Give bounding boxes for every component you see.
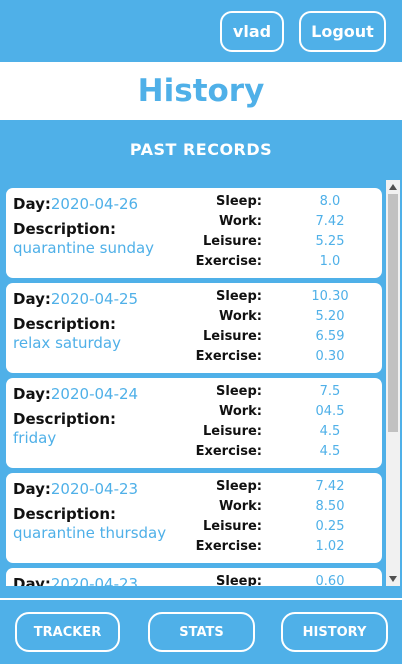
description-value: quarantine sunday xyxy=(13,239,155,257)
records-scrollbar[interactable] xyxy=(386,180,400,586)
leisure-label: Leisure: xyxy=(203,329,262,344)
logout-button[interactable]: Logout xyxy=(299,11,386,52)
sleep-value: 7.42 xyxy=(315,479,345,494)
description-value: relax saturday xyxy=(13,334,121,352)
exercise-label: Exercise: xyxy=(195,444,262,459)
scroll-up-arrow-icon[interactable] xyxy=(386,180,400,194)
work-value: 5.20 xyxy=(315,309,345,324)
leisure-label: Leisure: xyxy=(203,424,262,439)
exercise-label: Exercise: xyxy=(195,539,262,554)
sleep-value: 10.30 xyxy=(311,289,349,304)
sleep-value: 8.0 xyxy=(319,194,341,209)
records-list[interactable]: Day:2020-04-26 Description: quarantine s… xyxy=(6,184,385,586)
day-label: Day: xyxy=(13,385,51,403)
record-day: Day:2020-04-23 xyxy=(13,480,138,498)
work-value: 8.50 xyxy=(315,499,345,514)
leisure-label: Leisure: xyxy=(203,519,262,534)
page-title: History xyxy=(137,73,265,109)
leisure-value: 0.25 xyxy=(315,519,345,534)
description-label: Description: xyxy=(13,315,117,333)
exercise-label: Exercise: xyxy=(195,254,262,269)
day-value: 2020-04-26 xyxy=(50,195,139,213)
history-panel: PAST RECORDS Day:2020-04-26 Description:… xyxy=(0,120,402,598)
sleep-label: Sleep: xyxy=(216,289,262,304)
record-card[interactable]: Day:2020-04-24 Description: friday Sleep… xyxy=(6,378,382,468)
day-value: 2020-04-23 xyxy=(50,480,139,498)
description-value: friday xyxy=(13,429,57,447)
record-card[interactable]: Day:2020-04-23 Sleep: 0.60 xyxy=(6,568,382,586)
day-value: 2020-04-23 xyxy=(50,575,139,586)
work-label: Work: xyxy=(218,309,262,324)
work-value: 7.42 xyxy=(315,214,345,229)
work-label: Work: xyxy=(218,499,262,514)
leisure-value: 4.5 xyxy=(319,424,341,439)
description-label: Description: xyxy=(13,505,117,523)
record-card[interactable]: Day:2020-04-26 Description: quarantine s… xyxy=(6,188,382,278)
day-label: Day: xyxy=(13,290,51,308)
description-value: quarantine thursday xyxy=(13,524,167,542)
description-label: Description: xyxy=(13,410,117,428)
user-button[interactable]: vlad xyxy=(220,11,284,52)
day-value: 2020-04-25 xyxy=(50,290,139,308)
title-area: History xyxy=(1,62,401,120)
sleep-label: Sleep: xyxy=(216,479,262,494)
work-value: 04.5 xyxy=(315,404,345,419)
record-day: Day:2020-04-25 xyxy=(13,290,138,308)
exercise-value: 4.5 xyxy=(319,444,341,459)
record-day: Day:2020-04-24 xyxy=(13,385,138,403)
day-label: Day: xyxy=(13,480,51,498)
leisure-value: 6.59 xyxy=(315,329,345,344)
record-day: Day:2020-04-23 xyxy=(13,575,138,586)
section-title: PAST RECORDS xyxy=(129,139,273,159)
description-label: Description: xyxy=(13,220,117,238)
sleep-value: 0.60 xyxy=(315,574,345,586)
leisure-label: Leisure: xyxy=(203,234,262,249)
record-day: Day:2020-04-26 xyxy=(13,195,138,213)
top-bar: vlad Logout xyxy=(0,0,402,62)
sleep-label: Sleep: xyxy=(216,574,262,586)
leisure-value: 5.25 xyxy=(315,234,345,249)
exercise-value: 1.0 xyxy=(319,254,341,269)
day-value: 2020-04-24 xyxy=(50,385,139,403)
sleep-label: Sleep: xyxy=(216,384,262,399)
record-card[interactable]: Day:2020-04-23 Description: quarantine t… xyxy=(6,473,382,563)
exercise-value: 0.30 xyxy=(315,349,345,364)
nav-history-button[interactable]: HISTORY xyxy=(281,612,388,652)
work-label: Work: xyxy=(218,404,262,419)
exercise-label: Exercise: xyxy=(195,349,262,364)
nav-tracker-button[interactable]: TRACKER xyxy=(15,612,120,652)
day-label: Day: xyxy=(13,575,51,586)
sleep-value: 7.5 xyxy=(319,384,341,399)
work-label: Work: xyxy=(218,214,262,229)
sleep-label: Sleep: xyxy=(216,194,262,209)
scroll-thumb[interactable] xyxy=(388,194,398,432)
exercise-value: 1.02 xyxy=(315,539,345,554)
scroll-down-arrow-icon[interactable] xyxy=(386,572,400,586)
nav-stats-button[interactable]: STATS xyxy=(148,612,255,652)
bottom-nav: TRACKER STATS HISTORY xyxy=(0,600,402,664)
day-label: Day: xyxy=(13,195,51,213)
record-card[interactable]: Day:2020-04-25 Description: relax saturd… xyxy=(6,283,382,373)
